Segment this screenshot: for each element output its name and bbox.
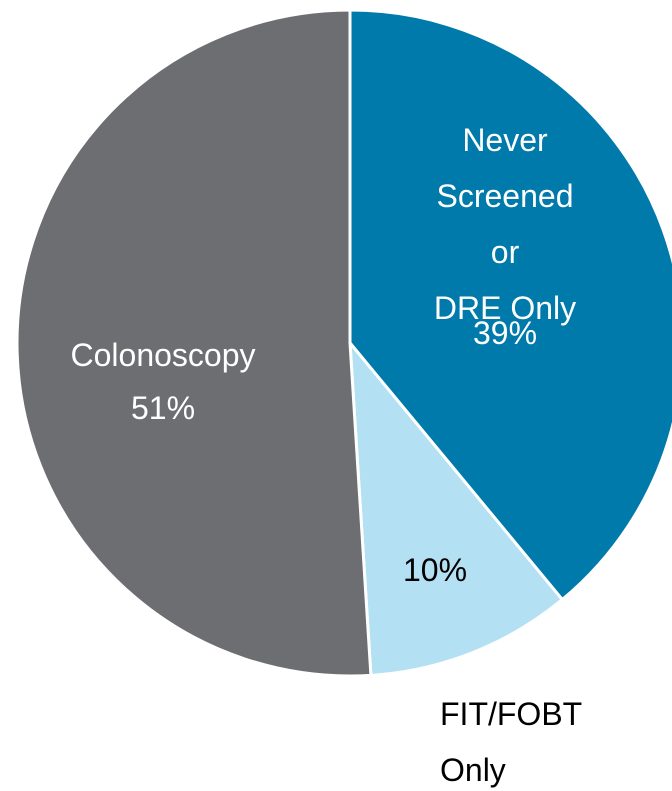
value-label: 10% (402, 552, 468, 588)
value-label: 51% (130, 390, 196, 426)
category-label: Never Screened or DRE Only (433, 122, 577, 326)
pie-slice (15, 8, 373, 678)
pie-slice (348, 8, 672, 602)
category-label: Colonoscopy (70, 337, 256, 373)
category-label: FIT/FOBT Only (440, 696, 583, 788)
pie-slice (348, 338, 565, 677)
value-label: 39% (472, 315, 538, 351)
